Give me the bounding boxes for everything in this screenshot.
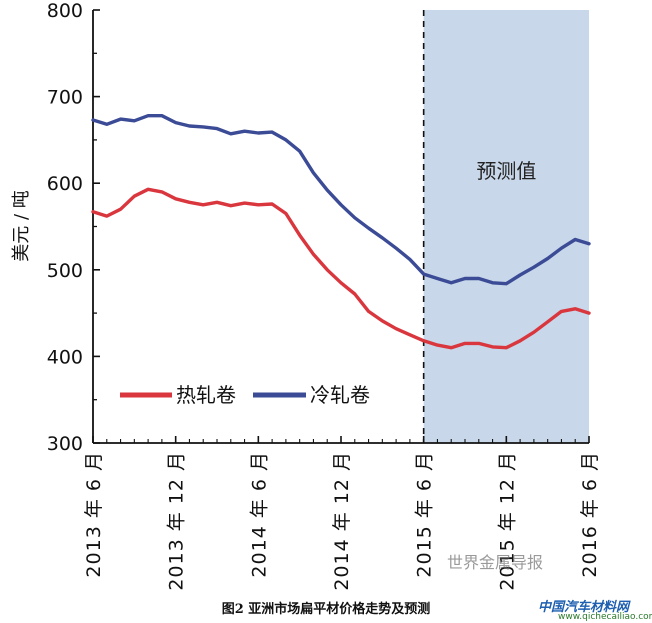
figure-caption: 图2 亚洲市场扁平材价格走势及预测 [221,602,431,617]
y-tick-label: 600 [47,173,83,195]
x-tick-label: 2015 年 12 月 [496,451,518,591]
y-axis-ticks: 300 400 500 600 700 800 [47,0,100,455]
series-line-cold-rolled [91,113,591,286]
forecast-label: 预测值 [476,159,536,183]
x-tick-label: 2013 年 6 月 [83,451,105,578]
y-tick-label: 800 [47,0,83,22]
y-tick-label: 700 [47,87,83,109]
x-tick-label: 2016 年 6 月 [579,451,601,578]
watermark-auto-materials: 中国汽车材料网 www.qichecailiao.com [538,596,652,622]
x-tick-label: 2014 年 12 月 [331,451,353,591]
legend-label-cold-rolled: 冷轧卷 [310,383,370,407]
forecast-region [423,10,589,443]
y-tick-label: 500 [47,260,83,282]
legend: 热轧卷 冷轧卷 [120,383,370,407]
legend-label-hot-rolled: 热轧卷 [176,383,236,407]
series-layer [91,113,591,350]
x-tick-label: 2014 年 6 月 [248,451,270,578]
series-line-hot-rolled [91,187,591,350]
x-axis-ticks: 2013 年 6 月 2013 年 12 月 2014 年 6 月 2014 年 12… [83,436,601,591]
y-axis-label: 美元 / 吨 [11,190,32,262]
x-tick-label: 2013 年 12 月 [166,451,188,591]
watermark-world-metal: 世界金属导报 [447,553,544,572]
y-tick-label: 300 [47,433,83,455]
watermark-auto-materials-url: www.qichecailiao.com [558,612,652,622]
x-tick-label: 2015 年 6 月 [414,451,436,578]
y-tick-label: 400 [47,346,83,368]
watermark-auto-materials-title: 中国汽车材料网 [538,600,630,615]
